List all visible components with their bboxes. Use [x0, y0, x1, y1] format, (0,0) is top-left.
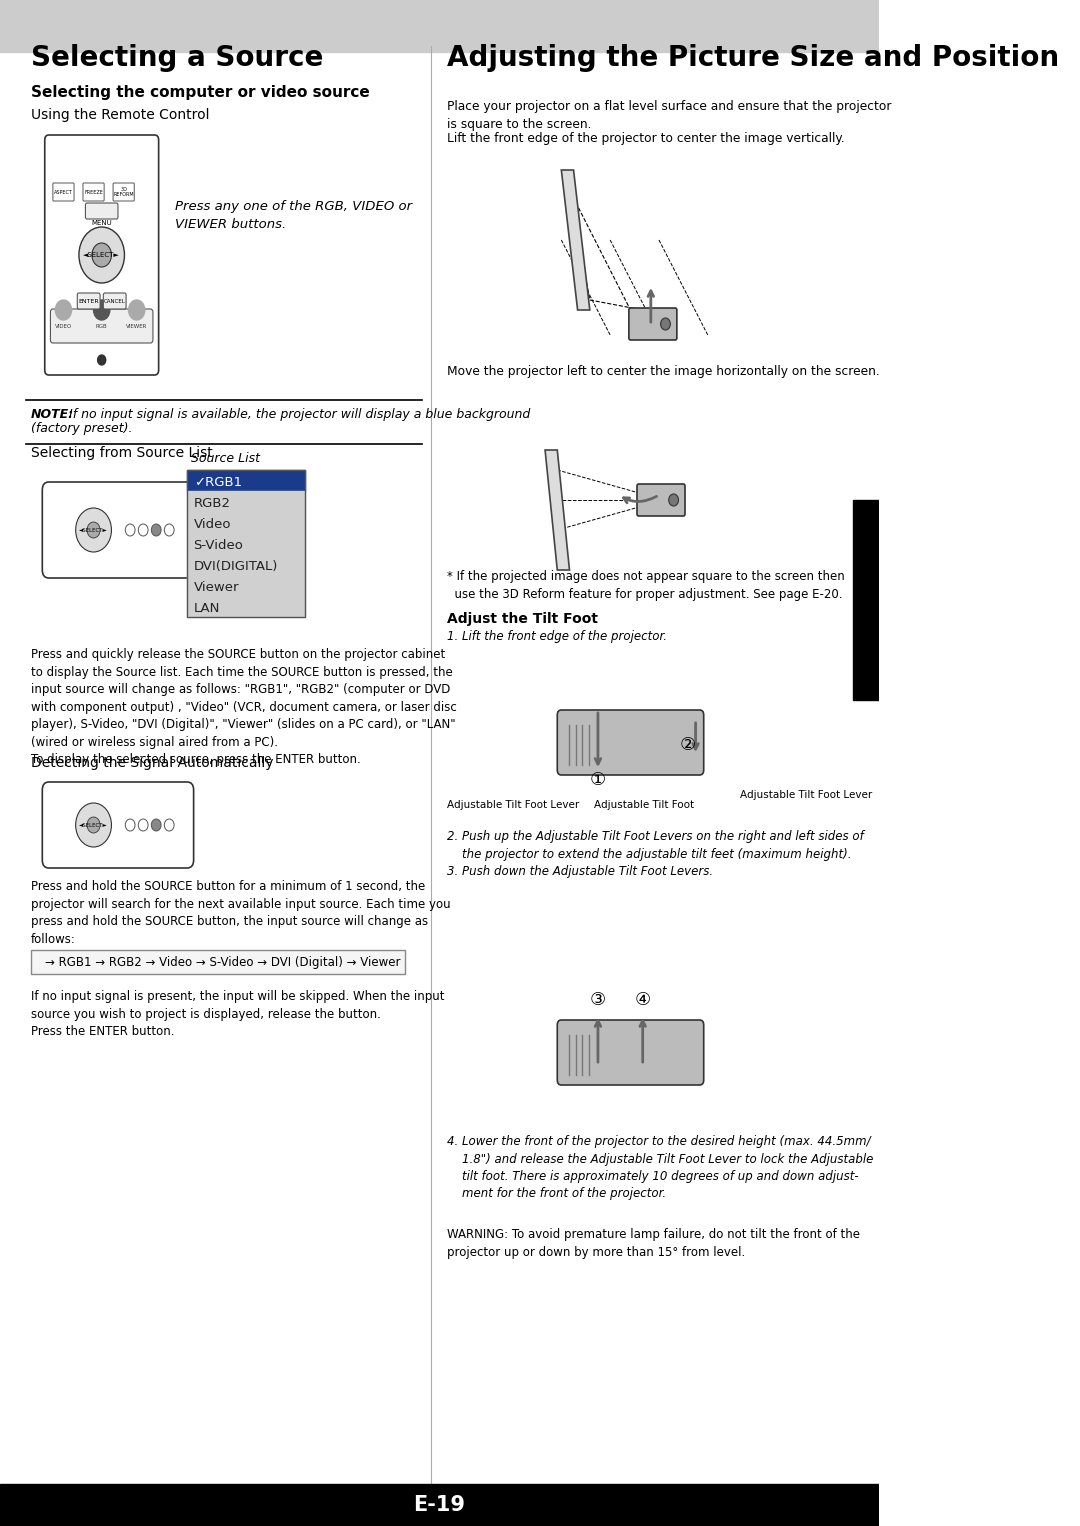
Text: Detecting the Signal Automatically: Detecting the Signal Automatically: [31, 755, 273, 771]
Text: S-Video: S-Video: [193, 539, 243, 551]
Text: MENU: MENU: [92, 220, 112, 226]
Text: Place your projector on a flat level surface and ensure that the projector
is sq: Place your projector on a flat level sur…: [447, 101, 892, 131]
Bar: [0, 0, 879, 52]
Text: Adjustable Tilt Foot: Adjustable Tilt Foot: [594, 800, 694, 810]
Text: E-19: E-19: [414, 1495, 465, 1515]
Text: 1. Lift the front edge of the projector.: 1. Lift the front edge of the projector.: [447, 630, 667, 642]
Text: Press any one of the RGB, VIDEO or
VIEWER buttons.: Press any one of the RGB, VIDEO or VIEWE…: [175, 200, 413, 230]
Text: 2. Push up the Adjustable Tilt Foot Levers on the right and left sides of
    th: 2. Push up the Adjustable Tilt Foot Leve…: [447, 830, 864, 877]
FancyBboxPatch shape: [557, 1019, 704, 1085]
Text: ③: ③: [590, 990, 606, 1009]
Text: * If the projected image does not appear square to the screen then
  use the 3D : * If the projected image does not appear…: [447, 571, 846, 601]
Text: Selecting a Source: Selecting a Source: [31, 44, 323, 72]
Text: ◄SELECT►: ◄SELECT►: [79, 528, 108, 533]
Text: ◄SELECT►: ◄SELECT►: [79, 823, 108, 827]
Text: Viewer: Viewer: [193, 580, 239, 594]
Text: Adjustable Tilt Foot Lever: Adjustable Tilt Foot Lever: [740, 790, 873, 800]
Circle shape: [87, 816, 100, 833]
Bar: [187, 513, 305, 533]
Bar: [0, 1483, 879, 1526]
FancyBboxPatch shape: [629, 308, 677, 340]
Bar: [187, 597, 305, 617]
Bar: [187, 554, 305, 575]
Circle shape: [151, 523, 161, 536]
Text: If no input signal is present, the input will be skipped. When the input
source : If no input signal is present, the input…: [31, 990, 444, 1038]
Text: Source List: Source List: [191, 452, 260, 465]
Circle shape: [164, 819, 174, 832]
Text: Move the projector left to center the image horizontally on the screen.: Move the projector left to center the im…: [447, 365, 880, 378]
Circle shape: [138, 523, 148, 536]
Bar: [187, 533, 305, 554]
Circle shape: [661, 317, 671, 330]
Text: ✓RGB1: ✓RGB1: [193, 476, 242, 488]
Circle shape: [76, 803, 111, 847]
Bar: [187, 470, 305, 617]
Text: ◄SELECT►: ◄SELECT►: [83, 252, 120, 258]
Circle shape: [125, 819, 135, 832]
FancyBboxPatch shape: [78, 293, 100, 308]
Text: 3D
REFORM: 3D REFORM: [113, 186, 134, 197]
Circle shape: [97, 356, 106, 365]
Circle shape: [92, 243, 111, 267]
FancyBboxPatch shape: [85, 203, 118, 220]
Text: Press and quickly release the SOURCE button on the projector cabinet
to display : Press and quickly release the SOURCE but…: [31, 649, 457, 766]
Text: Adjustable Tilt Foot Lever: Adjustable Tilt Foot Lever: [447, 800, 580, 810]
Text: ASPECT: ASPECT: [54, 189, 72, 194]
Polygon shape: [545, 450, 569, 571]
Text: Video: Video: [193, 517, 231, 531]
FancyBboxPatch shape: [637, 484, 685, 516]
Text: Press and hold the SOURCE button for a minimum of 1 second, the
projector will s: Press and hold the SOURCE button for a m…: [31, 881, 450, 946]
Text: LAN: LAN: [193, 601, 220, 615]
Text: If no input signal is available, the projector will display a blue background: If no input signal is available, the pro…: [69, 407, 530, 421]
Bar: [187, 491, 305, 513]
Text: ④: ④: [635, 990, 651, 1009]
Bar: [31, 951, 405, 974]
Circle shape: [55, 301, 71, 320]
Bar: [187, 470, 305, 491]
Text: Using the Remote Control: Using the Remote Control: [31, 108, 210, 122]
FancyBboxPatch shape: [51, 308, 153, 343]
Circle shape: [151, 819, 161, 832]
Text: FREEZE: FREEZE: [84, 189, 103, 194]
Text: Lift the front edge of the projector to center the image vertically.: Lift the front edge of the projector to …: [447, 133, 846, 145]
FancyBboxPatch shape: [42, 482, 193, 578]
Text: 4. Lower the front of the projector to the desired height (max. 44.5mm/
    1.8": 4. Lower the front of the projector to t…: [447, 1135, 874, 1201]
Bar: [187, 575, 305, 597]
Polygon shape: [562, 169, 590, 310]
Text: ②: ②: [679, 736, 696, 754]
Text: CANCEL: CANCEL: [104, 299, 125, 304]
Circle shape: [94, 301, 110, 320]
FancyBboxPatch shape: [83, 183, 104, 201]
Text: (factory preset).: (factory preset).: [31, 423, 133, 435]
Circle shape: [129, 301, 145, 320]
Bar: [852, 501, 879, 700]
FancyBboxPatch shape: [557, 710, 704, 775]
Text: WARNING: To avoid premature lamp failure, do not tilt the front of the
projector: WARNING: To avoid premature lamp failure…: [447, 1228, 861, 1259]
Text: NOTE:: NOTE:: [31, 407, 75, 421]
Circle shape: [79, 227, 124, 282]
Text: Selecting from Source List: Selecting from Source List: [31, 446, 213, 459]
Text: Selecting the computer or video source: Selecting the computer or video source: [31, 85, 369, 101]
Text: Adjusting the Picture Size and Position: Adjusting the Picture Size and Position: [447, 44, 1059, 72]
Circle shape: [125, 523, 135, 536]
Text: VIDEO: VIDEO: [55, 324, 72, 330]
Text: VIEWER: VIEWER: [126, 324, 147, 330]
Text: RGB2: RGB2: [193, 496, 231, 510]
FancyBboxPatch shape: [53, 183, 75, 201]
Circle shape: [76, 508, 111, 552]
Text: DVI(DIGITAL): DVI(DIGITAL): [193, 560, 278, 572]
Circle shape: [164, 523, 174, 536]
Text: ①: ①: [590, 771, 606, 789]
FancyBboxPatch shape: [44, 134, 159, 375]
FancyBboxPatch shape: [104, 293, 126, 308]
Text: → RGB1 → RGB2 → Video → S-Video → DVI (Digital) → Viewer: → RGB1 → RGB2 → Video → S-Video → DVI (D…: [44, 955, 401, 969]
Circle shape: [138, 819, 148, 832]
Circle shape: [87, 522, 100, 539]
Text: ENTER: ENTER: [79, 299, 99, 304]
Text: RGB: RGB: [96, 324, 108, 330]
FancyBboxPatch shape: [42, 781, 193, 868]
FancyBboxPatch shape: [113, 183, 134, 201]
Circle shape: [669, 494, 678, 507]
Text: Adjust the Tilt Foot: Adjust the Tilt Foot: [447, 612, 598, 626]
